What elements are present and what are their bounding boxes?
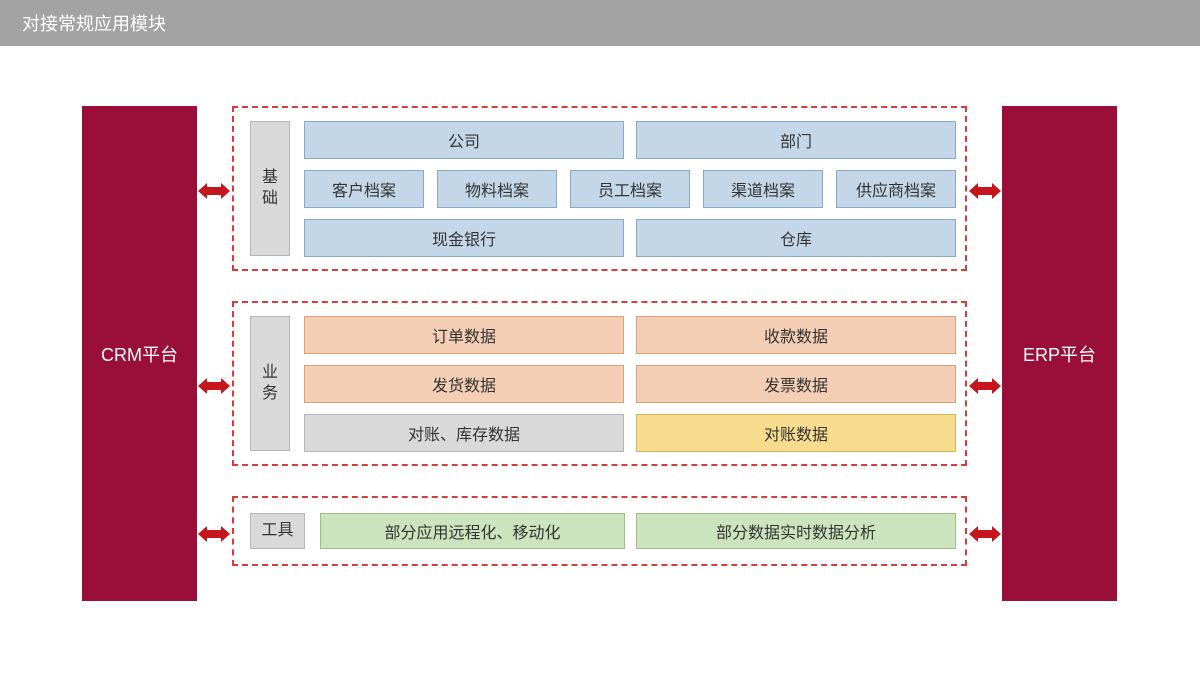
cell-basic: 员工档案	[570, 170, 690, 208]
page-title-text: 对接常规应用模块	[22, 14, 166, 34]
bidirectional-arrow-icon	[198, 376, 230, 396]
bidirectional-arrow-icon	[969, 181, 1001, 201]
bidirectional-arrow-icon	[969, 524, 1001, 544]
cell-basic: 物料档案	[437, 170, 557, 208]
cell-business: 发货数据	[304, 365, 624, 403]
cell-business: 订单数据	[304, 316, 624, 354]
cell-business: 发票数据	[636, 365, 956, 403]
category-business: 业 务	[250, 316, 290, 451]
bidirectional-arrow-icon	[198, 524, 230, 544]
category-basic: 基 础	[250, 121, 290, 256]
platform-crm-label: CRM平台	[101, 341, 178, 367]
cell-basic: 供应商档案	[836, 170, 956, 208]
cell-basic: 现金银行	[304, 219, 624, 257]
cell-basic: 渠道档案	[703, 170, 823, 208]
cell-business: 对账数据	[636, 414, 956, 452]
platform-erp-label: ERP平台	[1023, 341, 1096, 367]
cell-basic: 部门	[636, 121, 956, 159]
platform-erp: ERP平台	[1002, 106, 1117, 601]
cell-basic: 客户档案	[304, 170, 424, 208]
bidirectional-arrow-icon	[198, 181, 230, 201]
cell-tool: 部分数据实时数据分析	[636, 513, 956, 549]
diagram-canvas: CRM平台 ERP平台 基 础公司部门客户档案物料档案员工档案渠道档案供应商档案…	[0, 46, 1200, 681]
cell-basic: 仓库	[636, 219, 956, 257]
category-tool: 工具	[250, 513, 305, 549]
bidirectional-arrow-icon	[969, 376, 1001, 396]
cell-tool: 部分应用远程化、移动化	[320, 513, 625, 549]
cell-basic: 公司	[304, 121, 624, 159]
cell-business: 收款数据	[636, 316, 956, 354]
page-title: 对接常规应用模块	[0, 0, 1200, 46]
cell-business: 对账、库存数据	[304, 414, 624, 452]
platform-crm: CRM平台	[82, 106, 197, 601]
